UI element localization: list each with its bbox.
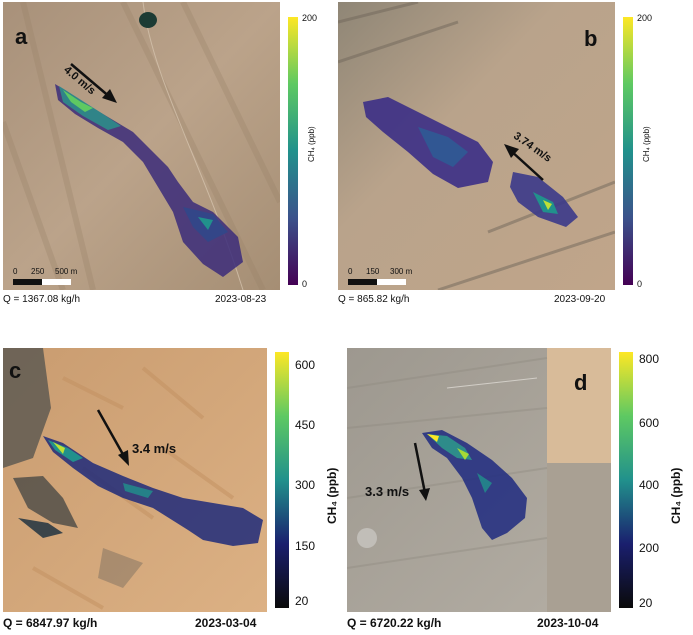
satellite-map-c: c 3.4 m/s [3,348,267,612]
panel-c: c 3.4 m/s 600 450 300 150 20 CH₄ (ppb) Q… [3,348,343,633]
colorbar-label-d: CH₄ (ppb) [669,467,683,524]
panel-label-d: d [574,370,588,395]
panel-label-b: b [584,26,598,51]
panel-label-c: c [9,358,22,383]
date-a: 2023-08-23 [215,294,267,305]
colorbar-tick-600-d: 600 [639,416,660,430]
colorbar-label-a: CH₄ (ppb) [307,126,316,162]
colorbar-tick-600-c: 600 [295,358,316,372]
panel-label-a: a [15,24,28,49]
scale-label-end-b: 300 m [390,267,413,276]
wind-speed-d: 3.3 m/s [365,484,410,499]
date-d: 2023-10-04 [537,616,599,630]
scale-label-mid-a: 250 [31,267,45,276]
colorbar-a [288,17,298,285]
map-c-graphic [3,348,267,612]
date-c: 2023-03-04 [195,616,257,630]
methane-plume-d [422,430,527,540]
emission-rate-d: Q = 6720.22 kg/h [347,616,442,630]
satellite-map-d: d 3.3 m/s [347,348,611,612]
methane-plume-c [43,436,263,546]
wind-arrow-c [96,409,127,459]
colorbar-tick-150-c: 150 [295,539,316,553]
satellite-map-b: b 3.74 m/s 0 150 300 m [338,2,615,290]
methane-plume-a [55,84,243,277]
colorbar-tick-800-d: 800 [639,352,660,366]
scale-label-0-a: 0 [13,267,18,276]
panel-a: a 4.0 m/s 0 250 500 m 200 0 CH₄ (ppb) Q … [3,2,333,312]
date-b: 2023-09-20 [554,294,606,305]
colorbar-label-c: CH₄ (ppb) [325,467,339,524]
colorbar-tick-top-b: 200 [637,13,653,23]
wind-speed-c: 3.4 m/s [132,441,177,456]
panel-b: b 3.74 m/s 0 150 300 m 200 0 CH₄ (ppb) Q… [338,2,678,312]
wind-arrow-a [70,63,112,99]
map-a-graphic [3,2,280,290]
emission-rate-a: Q = 1367.08 kg/h [3,294,81,305]
panel-d: d 3.3 m/s 800 600 400 200 20 CH₄ (ppb) Q… [347,348,691,633]
colorbar-tick-450-c: 450 [295,418,316,432]
colorbar-tick-20-c: 20 [295,594,309,608]
scale-label-mid-b: 150 [366,267,380,276]
wind-arrow-b [509,149,544,181]
colorbar-d [619,352,633,608]
colorbar-tick-200-d: 200 [639,541,660,555]
colorbar-tick-bottom-b: 0 [637,279,643,289]
wind-arrow-d [413,442,427,494]
scale-label-0-b: 0 [348,267,353,276]
scale-bar-a [13,279,71,285]
colorbar-c [275,352,289,608]
scale-label-end-a: 500 m [55,267,78,276]
emission-rate-b: Q = 865.82 kg/h [338,294,410,305]
satellite-map-a: a 4.0 m/s 0 250 500 m [3,2,280,290]
methane-plume-b [363,97,578,227]
colorbar-tick-20-d: 20 [639,596,653,610]
colorbar-tick-bottom-a: 0 [302,279,308,289]
colorbar-b [623,17,633,285]
colorbar-tick-400-d: 400 [639,478,660,492]
emission-rate-c: Q = 6847.97 kg/h [3,616,98,630]
colorbar-tick-top-a: 200 [302,13,318,23]
colorbar-tick-300-c: 300 [295,478,316,492]
colorbar-label-b: CH₄ (ppb) [642,126,651,162]
map-b-graphic [338,2,615,290]
scale-bar-b [348,279,406,285]
map-d-graphic [347,348,611,612]
